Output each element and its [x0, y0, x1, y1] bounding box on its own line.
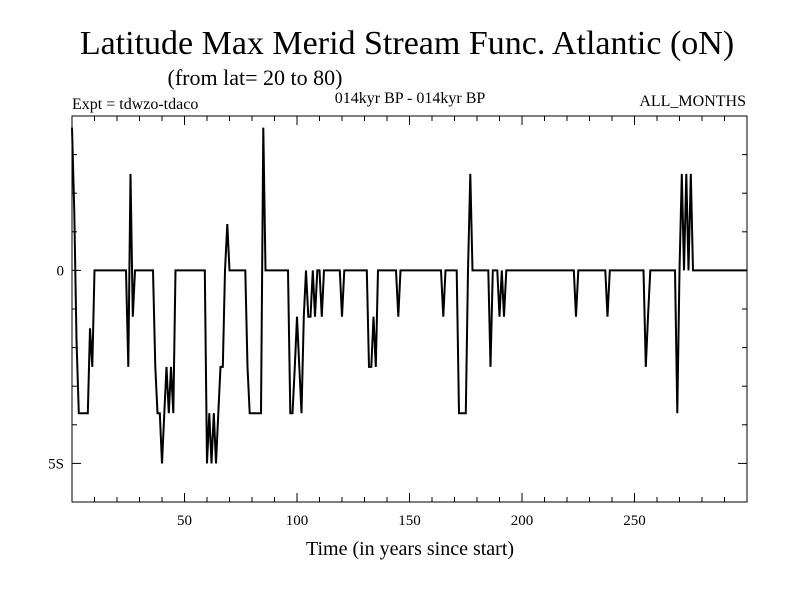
- series-line: [71, 127, 747, 464]
- x-axis-label: Time (in years since start): [306, 538, 514, 560]
- y-tick-label: 5S: [48, 456, 64, 472]
- tick-labels: 50 100 150 200 250 0 5S: [48, 263, 646, 529]
- x-tick-label: 200: [511, 513, 534, 529]
- chart-subtitle: (from lat= 20 to 80): [168, 65, 343, 90]
- x-tick-label: 250: [623, 513, 646, 529]
- ticks: [72, 116, 747, 502]
- y-tick-label: 0: [57, 263, 65, 279]
- x-tick-label: 100: [286, 513, 309, 529]
- header-center: 014kyr BP - 014kyr BP: [335, 90, 486, 107]
- plot-frame: [71, 115, 748, 503]
- x-tick-label: 50: [177, 513, 192, 529]
- chart-title: Latitude Max Merid Stream Func. Atlantic…: [80, 25, 734, 62]
- header-right: ALL_MONTHS: [639, 93, 746, 110]
- x-tick-label: 150: [398, 513, 421, 529]
- header-left: Expt = tdwzo-tdaco: [72, 96, 198, 113]
